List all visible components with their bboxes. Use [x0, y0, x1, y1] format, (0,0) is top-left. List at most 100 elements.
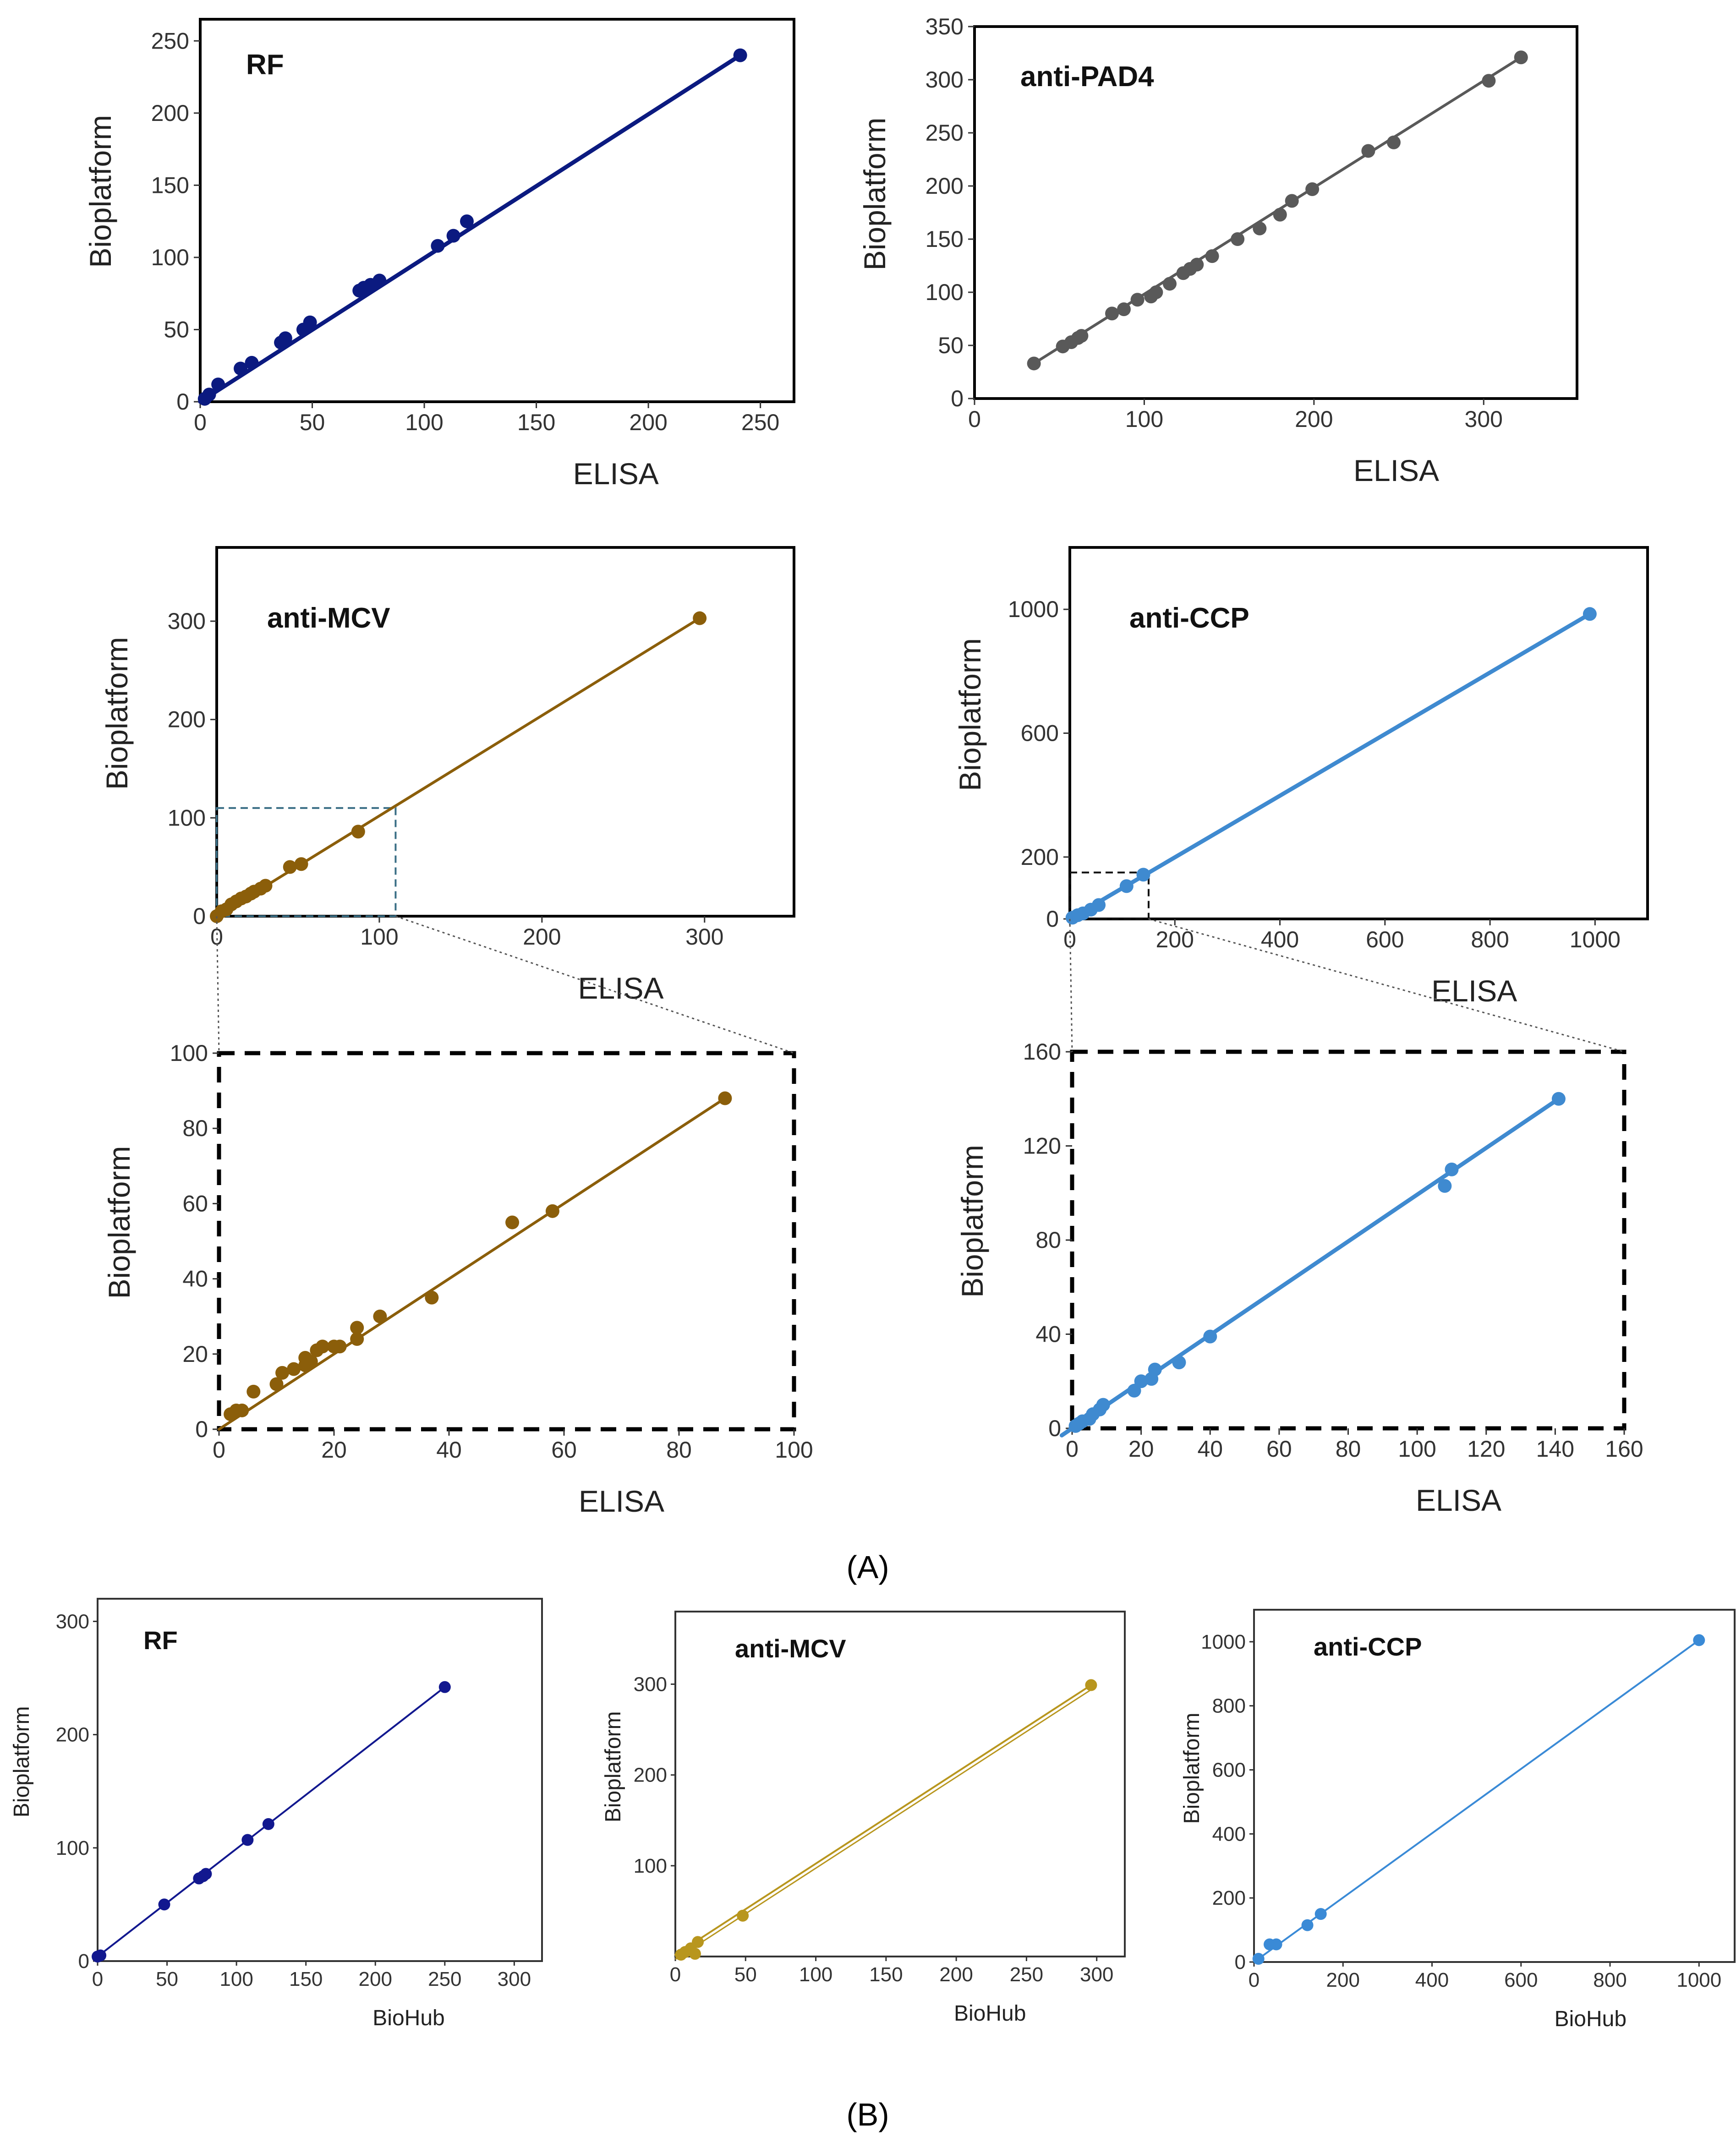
mcv_b-title: anti-MCV [735, 1634, 846, 1663]
rf_b-point-2 [158, 1898, 170, 1911]
mcv_zoom-point-11 [315, 1339, 329, 1354]
mcv_zoom-ytick-label: 0 [195, 1416, 208, 1442]
mcv_zoom-ytick-label: 20 [182, 1341, 208, 1367]
mcv_b-point-4 [692, 1936, 704, 1948]
rf_b-xtick-label: 200 [359, 1968, 392, 1990]
rf_b-xtick-label: 300 [498, 1968, 531, 1990]
mcv_zoom-ytick-label: 100 [170, 1040, 208, 1066]
ccp_b-xlabel: BioHub [1555, 2007, 1626, 2031]
ccp_a-ytick-label: 200 [1021, 844, 1059, 870]
pad4_a-point-14 [1205, 249, 1219, 263]
ccp_zoom-point-11 [1172, 1355, 1186, 1370]
mcv_a-xtick-label: 100 [360, 924, 398, 950]
pad4_a-point-19 [1305, 182, 1320, 196]
pad4_a-point-15 [1231, 232, 1245, 246]
rf_a-xtick-label: 200 [629, 410, 667, 435]
ccp_b-point-3 [1301, 1919, 1314, 1931]
mcv_zoom-fit-line [218, 1097, 727, 1431]
pad4_a-point-18 [1285, 194, 1299, 208]
ccp_b-fit-line [1257, 1639, 1700, 1960]
pad4_a-point-7 [1130, 293, 1145, 307]
ccp_b-ytick-label: 1000 [1201, 1631, 1246, 1653]
pad4_a-frame [973, 25, 1578, 400]
ccp_a-point-4 [1092, 898, 1106, 912]
ccp_a-zoom-box [1069, 871, 1150, 920]
mcv_zoom-point-17 [425, 1290, 439, 1305]
rf_a-point-14 [446, 229, 460, 243]
ccp_a-xtick-label: 400 [1261, 927, 1299, 952]
mcv_a-ytick-label: 0 [193, 903, 206, 929]
rf_a-fit-line [198, 53, 743, 404]
pad4_a-point-5 [1105, 306, 1119, 321]
zoom-connectors [216, 915, 1625, 1054]
ccp_b-xtick-label: 200 [1326, 1969, 1360, 1991]
mcv_b-point-3 [689, 1948, 701, 1960]
ccp_b-point-4 [1314, 1908, 1327, 1920]
ccp_zoom-ytick-label: 80 [1035, 1227, 1061, 1253]
ccp_zoom-xlabel: ELISA [1416, 1483, 1501, 1517]
ccp_zoom-ytick-label: 160 [1023, 1039, 1061, 1065]
ccp_a-connector-left [1069, 918, 1073, 1052]
rf_a-point-1 [202, 388, 216, 402]
rf_a-point-8 [303, 315, 317, 329]
mcv_zoom-xtick-label: 80 [666, 1437, 692, 1463]
chart-ccp_zoom: 0 20 40 60 80 100 120 140 160 0 40 80 120 160 ELISA Bio… [955, 1039, 1643, 1517]
chart-rf_a: 0 50 100 150 200 250 0 50 100 150 200 250 ELISA Biopl… [83, 18, 795, 491]
pad4_a-ytick-label: 300 [926, 67, 964, 93]
ccp_b-xtick-label: 1000 [1676, 1969, 1721, 1991]
rf_a-point-4 [245, 355, 259, 370]
rf_b-point-8 [438, 1681, 451, 1693]
rf_b-xtick-label: 0 [92, 1968, 103, 1990]
rf_a-frame [199, 18, 795, 403]
pad4_a-xtick-label: 0 [968, 406, 981, 432]
pad4_a-point-20 [1361, 144, 1375, 158]
ccp_a-title: anti-CCP [1129, 602, 1249, 634]
ccp_zoom-point-15 [1551, 1092, 1566, 1106]
mcv_a-point-11 [283, 860, 297, 874]
ccp_b-point-2 [1270, 1938, 1282, 1951]
pad4_a-point-10 [1162, 277, 1177, 291]
rf_b-point-7 [262, 1818, 274, 1830]
pad4_a-point-16 [1253, 221, 1267, 235]
ccp_b-xtick-label: 400 [1415, 1969, 1449, 1991]
ccp_zoom-point-6 [1096, 1398, 1110, 1412]
rf_b-frame [97, 1598, 543, 1962]
mcv_a-xtick-label: 200 [523, 924, 561, 950]
rf_b-xlabel: BioHub [372, 2006, 444, 2030]
ccp_zoom-xtick-label: 60 [1266, 1436, 1292, 1462]
rf_b-ytick-label: 100 [56, 1837, 89, 1859]
mcv_a-connector-right [395, 915, 794, 1054]
rf_a-ytick-label: 250 [151, 28, 189, 54]
rf_a-point-13 [431, 239, 445, 253]
mcv_b-ytick-label: 300 [634, 1673, 667, 1696]
rf_a-point-2 [211, 377, 225, 392]
ccp_b-ytick-label: 0 [1235, 1951, 1246, 1973]
ccp_b-xtick-label: 600 [1504, 1969, 1538, 1991]
ccp_a-xlabel: ELISA [1431, 974, 1517, 1008]
mcv_a-zoom-box [216, 807, 397, 918]
mcv_zoom-point-20 [718, 1091, 732, 1105]
mcv_zoom-xtick-label: 60 [551, 1437, 577, 1463]
ccp_b-point-0 [1252, 1953, 1265, 1965]
mcv_zoom-point-14 [350, 1332, 364, 1346]
ccp_zoom-xtick-label: 20 [1128, 1436, 1154, 1462]
rf_a-point-15 [460, 214, 474, 229]
mcv_a-point-12 [294, 857, 308, 871]
mcv_zoom-ytick-label: 40 [182, 1266, 208, 1292]
rf_b-point-6 [241, 1834, 254, 1846]
mcv_b-xtick-label: 100 [799, 1963, 832, 1986]
rf_a-point-16 [733, 48, 747, 62]
pad4_a-xtick-label: 300 [1465, 406, 1503, 432]
ccp_a-ytick-label: 600 [1021, 721, 1059, 746]
ccp_a-xtick-label: 200 [1156, 927, 1194, 952]
ccp_zoom-xtick-label: 120 [1467, 1436, 1505, 1462]
mcv_zoom-xtick-label: 20 [321, 1437, 347, 1463]
mcv_zoom-point-13 [333, 1339, 347, 1354]
rf_a-point-3 [234, 361, 248, 376]
rf_b-ylabel: Bioplatform [10, 1706, 34, 1818]
mcv_zoom-point-4 [269, 1377, 284, 1391]
rf_b-ytick-label: 300 [56, 1610, 89, 1633]
pad4_a-point-22 [1482, 74, 1496, 88]
mcv_zoom-xtick-label: 100 [775, 1437, 813, 1463]
rf_b-ytick-label: 0 [78, 1950, 89, 1973]
